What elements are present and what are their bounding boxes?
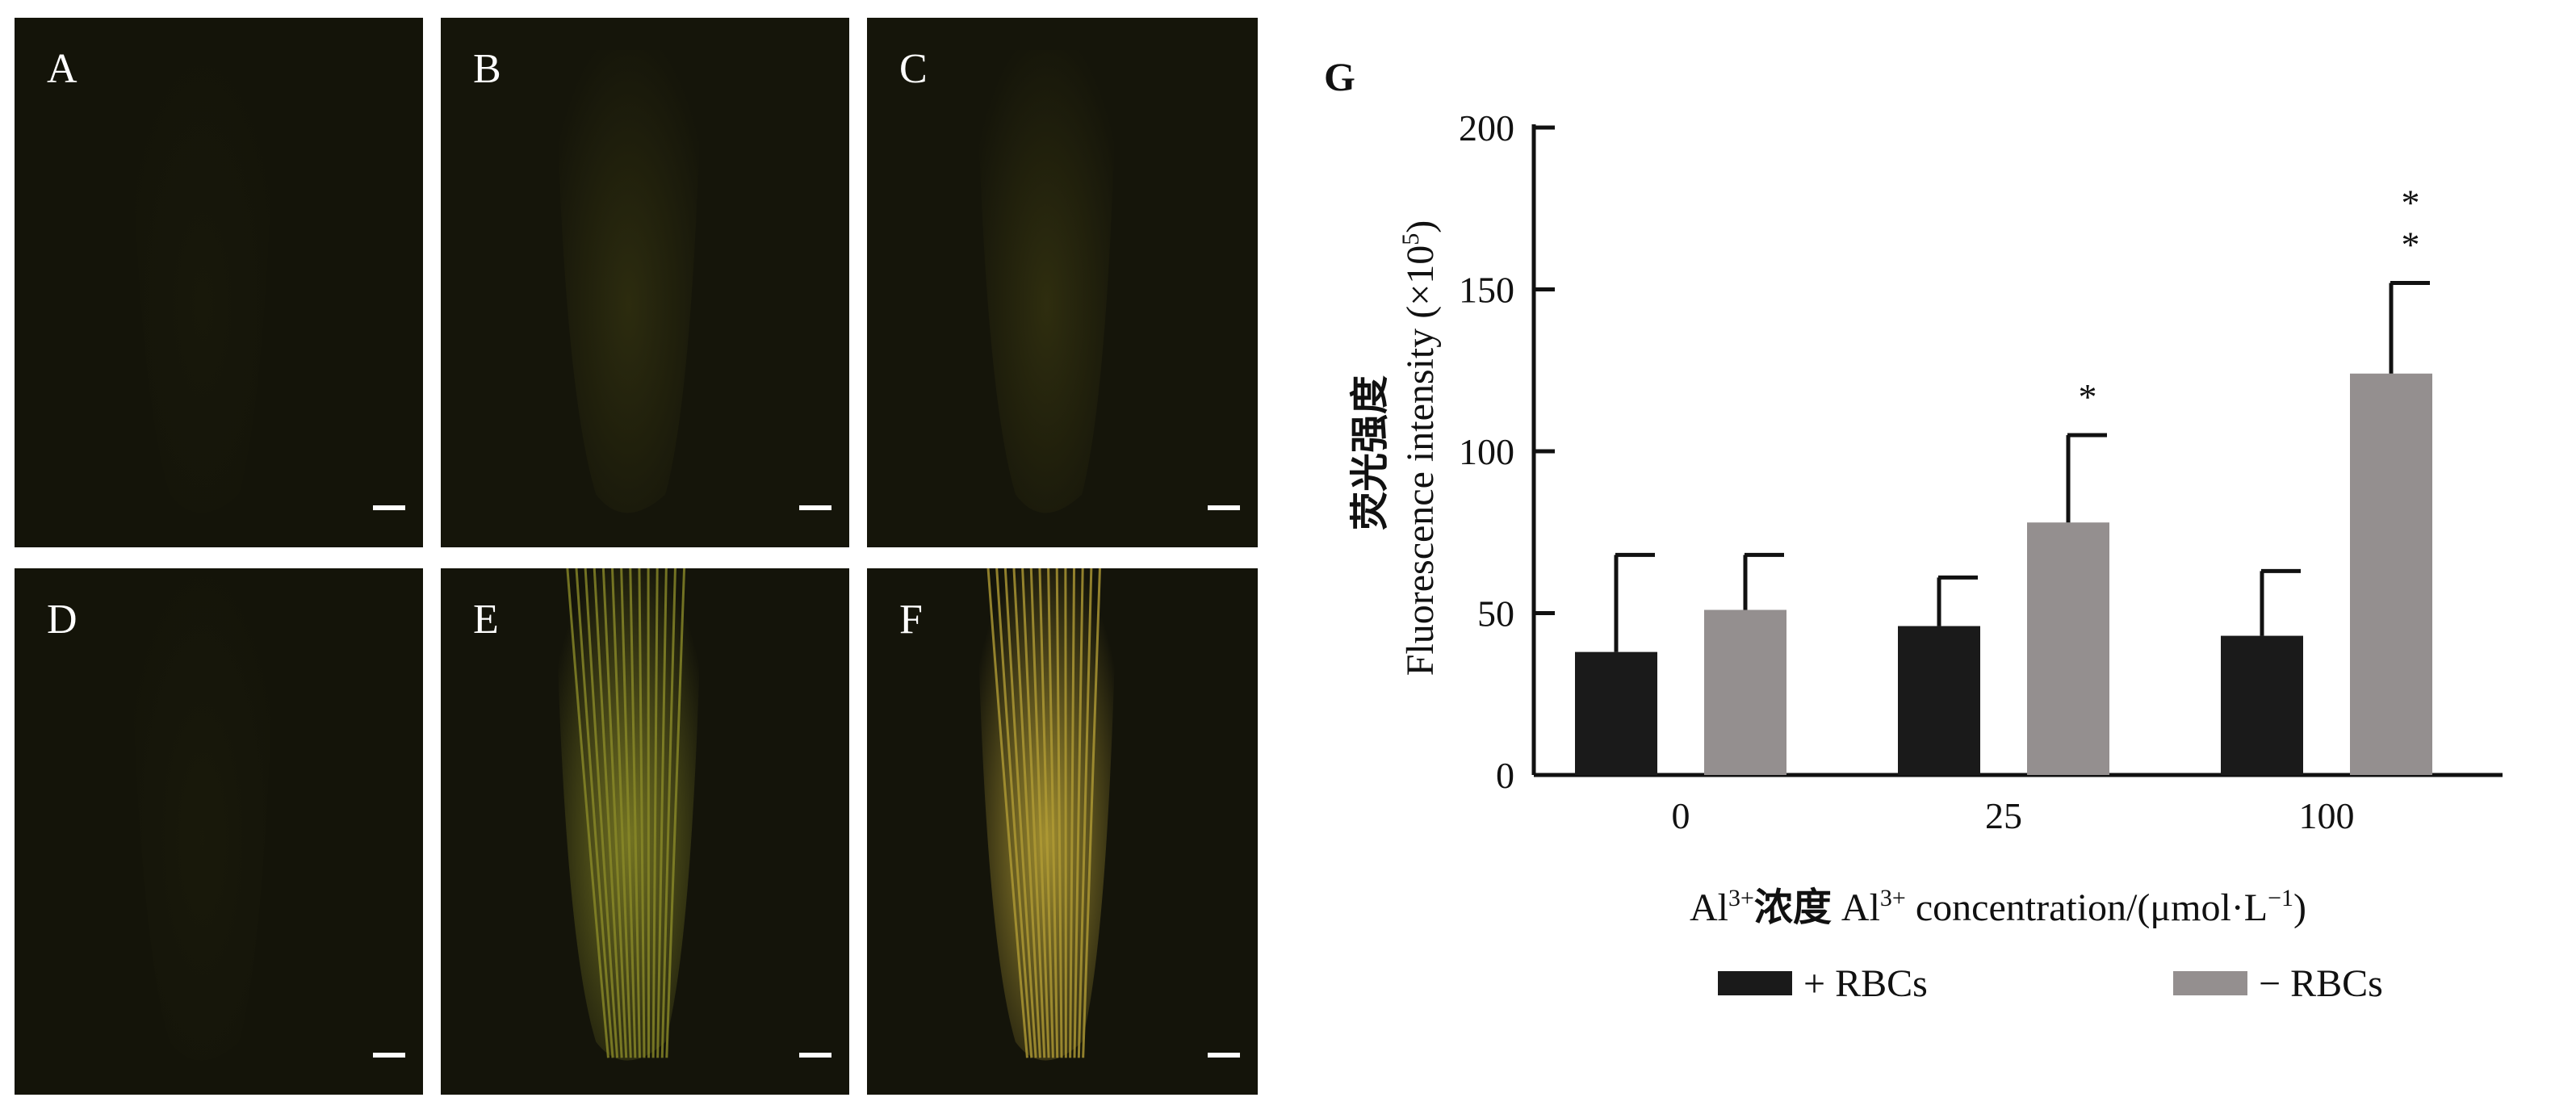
root-streak [1029,568,1050,1058]
root-streak [638,568,646,1058]
panel-label-d: D [47,597,77,643]
x-axis-label-sup1: 3+ [1728,885,1754,911]
root-image-e [555,568,831,1061]
root-streak [1047,568,1059,1058]
micrograph-f: F [867,568,1258,1095]
root-tip-shape [976,50,1117,513]
x-axis-label-pre: Al [1690,886,1728,929]
root-streak [1055,568,1063,1058]
root-tip-shape [555,50,702,513]
x-axis-label-end: ) [2293,886,2306,929]
panel-label-e: E [473,597,499,643]
root-streak [1073,568,1084,1058]
micrograph-b: B [441,18,849,547]
x-axis-label-mid: Al [1832,886,1880,929]
root-image-f [976,568,1240,1061]
x-axis-label-sup2: 3+ [1880,885,1906,911]
y-axis-label-en: Fluorescence intensity (×10 [1399,245,1442,676]
root-image-b [555,50,831,513]
scale-bar [799,1053,831,1058]
significance-marker: * [2402,182,2420,223]
root-streak [593,568,623,1058]
root-image-c [976,50,1240,513]
micrograph-a: A [15,18,423,547]
bar [1704,609,1786,775]
root-streak [665,568,686,1058]
root-streak [995,568,1033,1058]
root-streak [1077,568,1093,1058]
micrograph-c: C [867,18,1258,547]
root-streak [651,568,659,1058]
x-axis-label: Al3+浓度 Al3+ concentration/(μmol·L−1) [1690,885,2306,930]
legend-label-plus-rbcs: + RBCs [1803,961,1928,1005]
root-streak [647,568,651,1058]
root-streak [660,568,676,1058]
root-streak [1012,568,1041,1058]
bar [2027,522,2109,775]
y-axis-label-cn: 荧光强度 [1347,375,1393,530]
root-streak [1082,568,1101,1058]
legend-item-plus-rbcs: + RBCs [1718,959,1928,1007]
bar [1575,651,1657,775]
scale-bar [373,1053,405,1058]
significance-marker: * [2079,376,2097,417]
root-streak [566,568,609,1058]
root-streak [584,568,619,1058]
bar [1898,626,1980,775]
panel-label-b: B [473,46,501,92]
y-axis-label: 荧光强度 Fluorescence intensity (×105) [1347,220,1442,676]
significance-marker: * [2402,224,2420,265]
scale-bar [373,505,405,510]
root-streak [611,568,632,1058]
root-streak [620,568,637,1058]
y-tick-label: 200 [1459,107,1514,149]
x-axis-label-cn: 浓度 [1754,885,1832,930]
root-streak [1038,568,1054,1058]
root-streak [1069,568,1076,1058]
legend-swatch-plus-rbcs [1718,971,1792,995]
root-tip-shape [128,568,276,1061]
root-streak [986,568,1028,1058]
root-streak [575,568,614,1058]
root-tip-shape [128,50,276,513]
micrograph-e: E [441,568,849,1095]
chart-panel-label: G [1324,54,1355,99]
root-streak [656,568,668,1058]
scale-bar [1208,505,1240,510]
x-axis-label-post: concentration/(μmol·L [1906,886,2268,929]
legend-item-minus-rbcs: − RBCs [2173,959,2383,1007]
panel-label-a: A [47,46,77,92]
y-axis-label-sup: 5 [1397,233,1424,245]
bar [2350,373,2432,775]
scale-bar [799,505,831,510]
legend-swatch-minus-rbcs [2173,971,2247,995]
micrograph-d: D [15,568,423,1095]
panel-label-c: C [899,46,928,92]
root-streak [1003,568,1037,1058]
x-tick-label: 100 [2299,795,2355,836]
root-image-a [128,50,405,513]
y-tick-label: 50 [1477,593,1514,635]
root-streak [629,568,641,1058]
x-tick-label: 0 [1672,795,1690,836]
y-tick-label: 100 [1459,431,1514,472]
x-axis-label-sup3: −1 [2268,885,2293,911]
y-tick-label: 150 [1459,270,1514,311]
root-streak [601,568,628,1058]
legend-label-minus-rbcs: − RBCs [2259,961,2383,1005]
panel-label-f: F [899,597,923,643]
y-tick-label: 0 [1496,755,1514,796]
x-tick-label: 25 [1985,795,2022,836]
scale-bar [1208,1053,1240,1058]
y-axis-label-end: ) [1399,220,1442,233]
root-streak [1021,568,1046,1058]
bar [2221,635,2303,775]
root-image-d [128,568,405,1061]
